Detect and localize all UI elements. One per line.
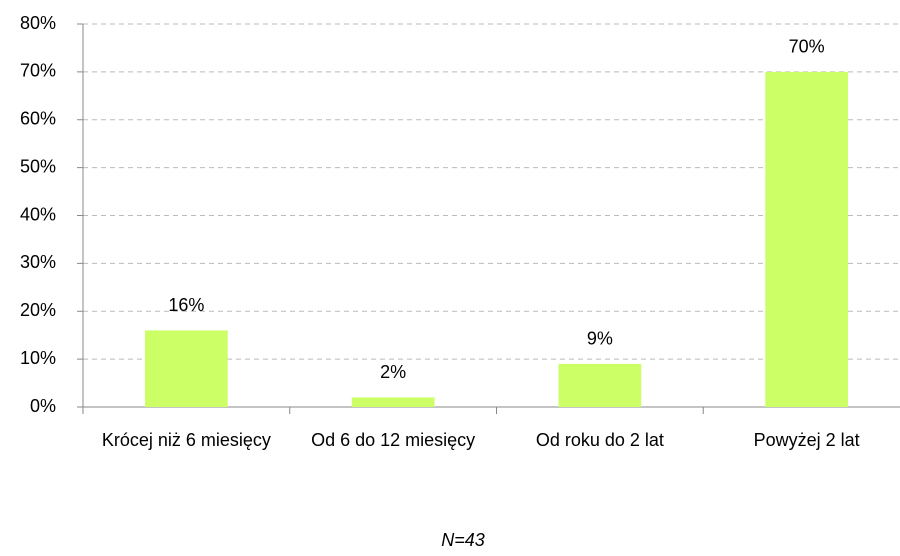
y-tick-label: 50% — [20, 156, 56, 176]
x-tick-label: Krócej niż 6 miesięcy — [101, 430, 271, 450]
value-label: 16% — [168, 295, 204, 315]
bar — [145, 330, 228, 407]
y-tick-label: 30% — [20, 252, 56, 272]
y-tick-label: 10% — [20, 348, 56, 368]
y-tick-label: 40% — [20, 204, 56, 224]
y-tick-label: 0% — [30, 396, 56, 416]
note: N=43 — [441, 530, 485, 550]
bar — [351, 397, 435, 407]
y-tick-label: 60% — [20, 109, 56, 129]
y-tick-label: 70% — [20, 61, 56, 81]
value-label: 2% — [380, 362, 406, 382]
x-tick-label: Od 6 do 12 miesięcy — [311, 430, 476, 450]
value-label: 70% — [789, 37, 825, 57]
bar — [765, 71, 848, 407]
x-tick-label: Powyżej 2 lat — [753, 430, 860, 450]
y-tick-label: 80% — [20, 13, 56, 33]
x-tick-label: Od roku do 2 lat — [535, 430, 664, 450]
y-tick-label: 20% — [20, 300, 56, 320]
bar — [558, 363, 642, 407]
value-label: 9% — [587, 329, 613, 349]
